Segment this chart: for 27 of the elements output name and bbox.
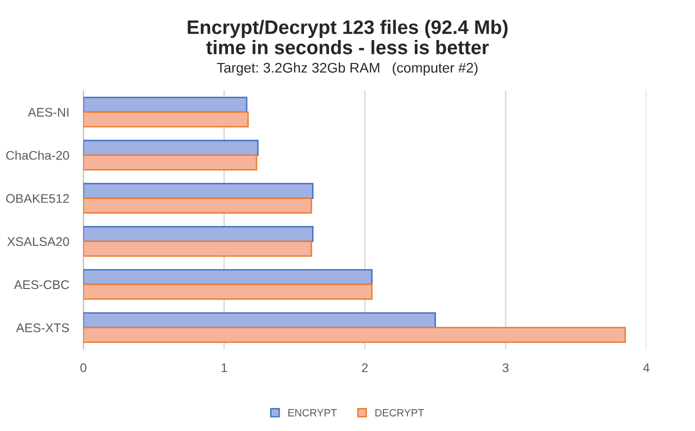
- bar: [83, 312, 436, 328]
- x-tick-label: 1: [222, 363, 228, 372]
- x-tick-label: 4: [643, 363, 650, 372]
- chart-subtitle: Target: 3.2Ghz 32Gb RAM (computer #2): [216, 62, 478, 76]
- x-tick-label: 2: [362, 363, 368, 372]
- bar: [83, 284, 373, 300]
- y-tick-label: AES-CBC: [14, 280, 70, 290]
- bar: [83, 226, 314, 242]
- bar: [83, 182, 314, 199]
- y-tick-label: ChaCha-20: [6, 150, 70, 160]
- x-tick-label: 3: [502, 363, 509, 372]
- y-tick-label: AES-XTS: [16, 323, 69, 332]
- legend-label: ENCRYPT: [288, 409, 337, 416]
- x-tick-label: 0: [80, 363, 86, 372]
- y-tick-label: XSALSA20: [7, 237, 70, 246]
- bar: [83, 269, 373, 286]
- bar: [83, 111, 249, 128]
- legend-label: DECRYPT: [375, 409, 424, 416]
- bar: [83, 154, 258, 171]
- bar: [83, 198, 312, 214]
- bar: [83, 240, 312, 257]
- y-tick-label: OBAKE512: [6, 194, 69, 203]
- bar: [83, 140, 259, 156]
- bar: [83, 96, 248, 113]
- bar: [83, 326, 626, 343]
- y-tick-label: AES-NI: [28, 108, 68, 117]
- chart-title: Encrypt/Decrypt 123 files (92.4 Mb) time in seconds - less is better: [188, 20, 508, 54]
